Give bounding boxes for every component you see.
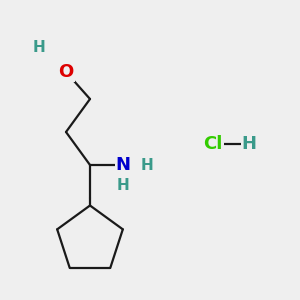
Text: N: N	[116, 156, 130, 174]
Text: H: H	[33, 40, 45, 56]
Text: H: H	[141, 158, 153, 172]
Text: Cl: Cl	[203, 135, 223, 153]
Text: O: O	[58, 63, 74, 81]
Text: H: H	[242, 135, 256, 153]
Text: H: H	[117, 178, 129, 194]
